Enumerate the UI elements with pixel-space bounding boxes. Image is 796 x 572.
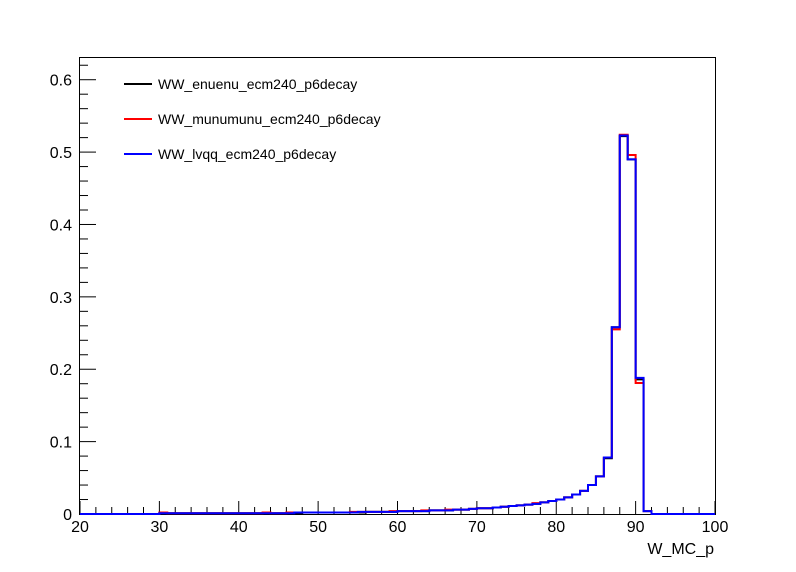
x-tick-label: 90: [627, 519, 645, 536]
x-tick-label: 60: [389, 519, 407, 536]
y-tick-label: 0.4: [50, 217, 72, 234]
y-tick-label: 0.6: [50, 73, 72, 90]
x-tick-label: 80: [547, 519, 565, 536]
y-tick-label: 0: [63, 507, 72, 524]
y-axis: 0 0.1 0.2 0.3 0.4 0.5 0.6: [50, 64, 96, 524]
x-tick-label: 40: [230, 519, 248, 536]
plot-frame: [79, 57, 716, 515]
x-tick-label: 70: [468, 519, 486, 536]
series-line: [80, 134, 715, 515]
x-tick-label: 20: [71, 519, 89, 536]
x-tick-label: 100: [702, 519, 729, 536]
legend-entry-label: WW_munumunu_ecm240_p6decay: [158, 111, 381, 127]
x-axis: 20 30 40 50 60 70 80 90 100: [71, 501, 728, 536]
y-tick-label: 0.3: [50, 290, 72, 307]
x-tick-label: 30: [150, 519, 168, 536]
y-tick-label: 0.5: [50, 145, 72, 162]
legend: WW_enuenu_ecm240_p6decay WW_munumunu_ecm2…: [124, 76, 381, 162]
x-tick-label: 50: [309, 519, 327, 536]
y-tick-label: 0.1: [50, 435, 72, 452]
legend-entry-label: WW_enuenu_ecm240_p6decay: [158, 76, 357, 92]
x-axis-title: W_MC_p: [647, 541, 714, 558]
series-layer: [80, 133, 715, 515]
y-tick-label: 0.2: [50, 362, 72, 379]
legend-entry-label: WW_lvqq_ecm240_p6decay: [158, 146, 336, 162]
